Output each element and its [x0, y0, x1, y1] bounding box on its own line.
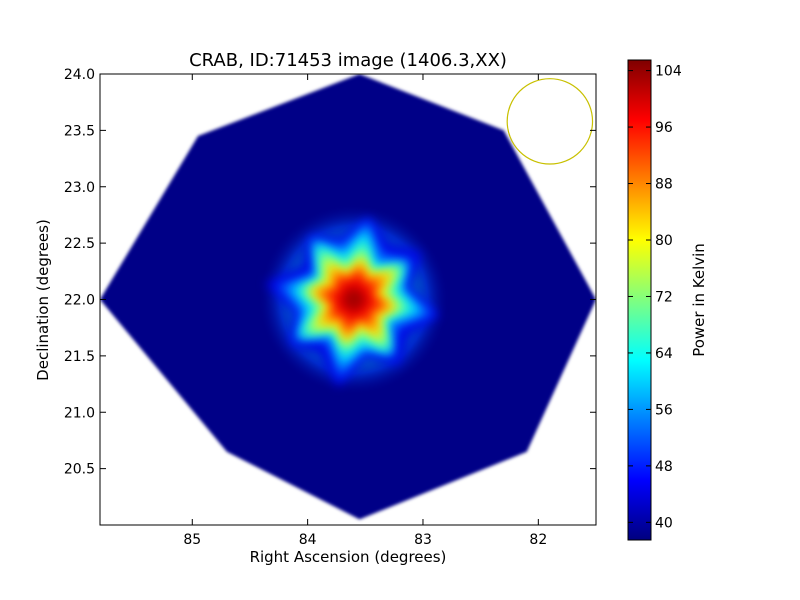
- colorbar-tick-label: 80: [655, 233, 673, 249]
- colorbar-label: Power in Kelvin: [690, 243, 708, 357]
- y-tick-label: 24.0: [64, 67, 95, 83]
- colorbar-tick-label: 64: [655, 346, 673, 362]
- x-axis-label: Right Ascension (degrees): [250, 548, 447, 566]
- colorbar-tick-label: 40: [655, 515, 673, 531]
- y-tick-label: 23.0: [64, 180, 95, 196]
- colorbar-gradient: [627, 59, 652, 541]
- x-tick-label: 85: [183, 532, 201, 548]
- x-tick-label: 84: [299, 532, 317, 548]
- y-tick-label: 23.5: [64, 123, 95, 139]
- plot-area: 85 84 83 82 20.5 21.0 21.5 22.0 22.5 23.0 23.5 24.…: [64, 67, 597, 548]
- colorbar-tick-label: 48: [655, 459, 673, 475]
- source-emission: [258, 204, 449, 395]
- y-tick-label: 22.0: [64, 293, 95, 309]
- x-tick-label: 83: [414, 532, 432, 548]
- colorbar-ticks: 40 48 56 64 72 80 88 96 104: [628, 64, 682, 531]
- y-tick-label: 20.5: [64, 462, 95, 478]
- colorbar-tick-label: 56: [655, 402, 673, 418]
- y-axis-ticks: 20.5 21.0 21.5 22.0 22.5 23.0 23.5 24.0: [64, 67, 596, 478]
- colorbar-tick-label: 72: [655, 289, 673, 305]
- y-tick-label: 21.5: [64, 349, 95, 365]
- colorbar-tick-label: 88: [655, 177, 673, 193]
- y-tick-label: 21.0: [64, 405, 95, 421]
- x-axis-ticks: 85 84 83 82: [183, 74, 547, 548]
- source-contour-layer: [340, 284, 369, 314]
- y-axis-label: Declination (degrees): [34, 219, 52, 381]
- x-tick-label: 82: [529, 532, 547, 548]
- chart-title: CRAB, ID:71453 image (1406.3,XX): [189, 50, 507, 71]
- colorbar: 40 48 56 64 72 80 88 96 104 Power in Kelvin: [627, 59, 708, 541]
- colorbar-tick-label: 104: [655, 64, 682, 80]
- colorbar-tick-label: 96: [655, 120, 673, 136]
- y-tick-label: 22.5: [64, 236, 95, 252]
- beam-circle: [506, 78, 594, 165]
